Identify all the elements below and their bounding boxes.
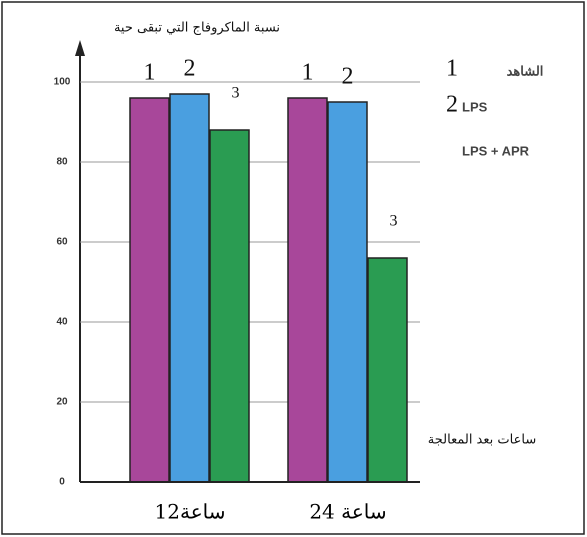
legend-label: LPS (462, 99, 488, 114)
bar (129, 97, 170, 483)
bar (169, 93, 210, 483)
x-axis-label: ساعات بعد المعالجة (428, 433, 536, 448)
bar (209, 129, 250, 483)
y-axis-arrow (75, 40, 85, 56)
y-tick-label: 80 (56, 157, 68, 168)
bar-label: 2 (184, 56, 196, 82)
legend-number: 1 (446, 56, 458, 82)
bar-label: 3 (232, 85, 240, 102)
bar-label: 3 (390, 213, 398, 230)
y-tick-label: 60 (56, 237, 68, 248)
y-tick-label: 20 (56, 397, 68, 408)
y-tick-label: 100 (54, 77, 71, 88)
bar (287, 97, 328, 483)
legend-label: LPS + APR (462, 143, 530, 158)
bar-label: 1 (302, 60, 314, 86)
x-tick-label: 24 ساعة (309, 500, 386, 524)
bar-label: 2 (342, 64, 354, 90)
legend-number: 2 (446, 92, 458, 118)
bar (367, 257, 408, 483)
y-tick-label: 40 (56, 317, 68, 328)
y-axis-label: نسبة الماكروفاج التي تبقى حية (114, 21, 280, 36)
bar-label: 1 (144, 60, 156, 86)
bar (327, 101, 368, 483)
y-tick-label: 0 (59, 477, 65, 488)
x-tick-label: 12ساعة (155, 500, 226, 524)
legend-label: الشاهد (507, 63, 544, 78)
